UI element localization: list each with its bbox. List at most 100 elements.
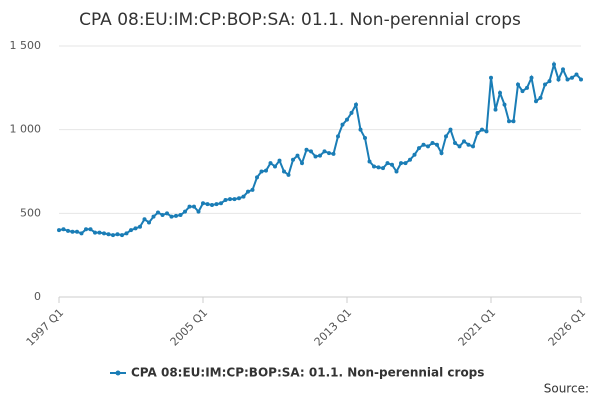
point [250, 187, 255, 192]
point [259, 169, 264, 174]
point [331, 151, 336, 156]
point [579, 77, 583, 82]
point [102, 231, 106, 236]
point [417, 146, 421, 151]
point [565, 77, 570, 82]
point [210, 202, 214, 207]
point [408, 157, 412, 162]
point [156, 210, 160, 215]
point [75, 229, 79, 234]
y-tick-label: 0 [34, 290, 41, 303]
point [151, 214, 156, 219]
point [453, 141, 457, 146]
point [115, 232, 120, 237]
point [489, 75, 493, 80]
point [84, 227, 88, 232]
point [552, 62, 556, 67]
point [520, 89, 525, 94]
point [246, 189, 250, 194]
point [543, 82, 547, 87]
point [349, 110, 354, 115]
y-tick-label: 1 000 [10, 123, 42, 136]
source: Source: [544, 382, 589, 396]
point [228, 197, 232, 202]
point [426, 144, 430, 149]
point [561, 67, 565, 72]
point [133, 226, 138, 231]
point [318, 153, 322, 158]
point [264, 168, 268, 173]
point [525, 85, 529, 90]
point [304, 147, 309, 152]
point [390, 162, 394, 167]
point [61, 227, 66, 232]
point [300, 161, 304, 166]
point [529, 75, 534, 80]
point [255, 175, 259, 180]
point [480, 127, 484, 132]
y-tick-label: 1 500 [10, 39, 42, 52]
point [66, 228, 70, 233]
point [309, 149, 313, 154]
point [385, 161, 390, 166]
x-tick-label: 1997 Q1 [24, 306, 67, 349]
point [160, 213, 165, 218]
point [237, 196, 241, 201]
point [57, 228, 61, 233]
point [439, 151, 444, 156]
x-tick-label: 2021 Q1 [456, 306, 499, 349]
point [286, 172, 291, 177]
point [376, 165, 381, 170]
point [142, 217, 147, 222]
x-tick-label: 2005 Q1 [168, 306, 211, 349]
chart-title: CPA 08:EU:IM:CP:BOP:SA: 01.1. Non-perenn… [79, 10, 521, 30]
point [511, 119, 516, 124]
point [399, 161, 403, 166]
point [223, 197, 228, 202]
point [187, 204, 192, 209]
point [70, 229, 75, 234]
point [336, 134, 340, 139]
point [129, 228, 133, 233]
point [295, 153, 300, 158]
point [394, 169, 399, 174]
point [403, 161, 408, 166]
point [313, 154, 318, 159]
point [475, 131, 480, 136]
x-tick-label: 2013 Q1 [312, 306, 355, 349]
point [79, 231, 84, 236]
point [462, 139, 466, 144]
point [88, 227, 93, 232]
point [165, 211, 169, 216]
point [345, 117, 349, 122]
point [363, 136, 367, 141]
point [381, 166, 385, 171]
point [268, 161, 273, 166]
point [241, 194, 246, 199]
y-tick-label: 500 [20, 206, 41, 219]
point [340, 122, 345, 127]
point [106, 232, 111, 237]
x-tick-label: 2026 Q1 [546, 306, 589, 349]
point [178, 213, 183, 218]
point [534, 99, 538, 104]
point [111, 233, 115, 238]
point [444, 134, 448, 139]
point [493, 107, 498, 112]
point [484, 129, 489, 134]
point [201, 201, 205, 206]
legend-label: CPA 08:EU:IM:CP:BOP:SA: 01.1. Non-perenn… [131, 366, 484, 380]
point [435, 142, 439, 147]
point [196, 209, 201, 214]
point [570, 75, 574, 80]
point [538, 95, 543, 100]
point [466, 142, 471, 147]
point [327, 151, 331, 156]
point [183, 209, 187, 214]
point [282, 169, 286, 174]
point [124, 231, 129, 236]
point [147, 220, 151, 225]
legend-marker [115, 370, 121, 376]
point [97, 230, 102, 235]
